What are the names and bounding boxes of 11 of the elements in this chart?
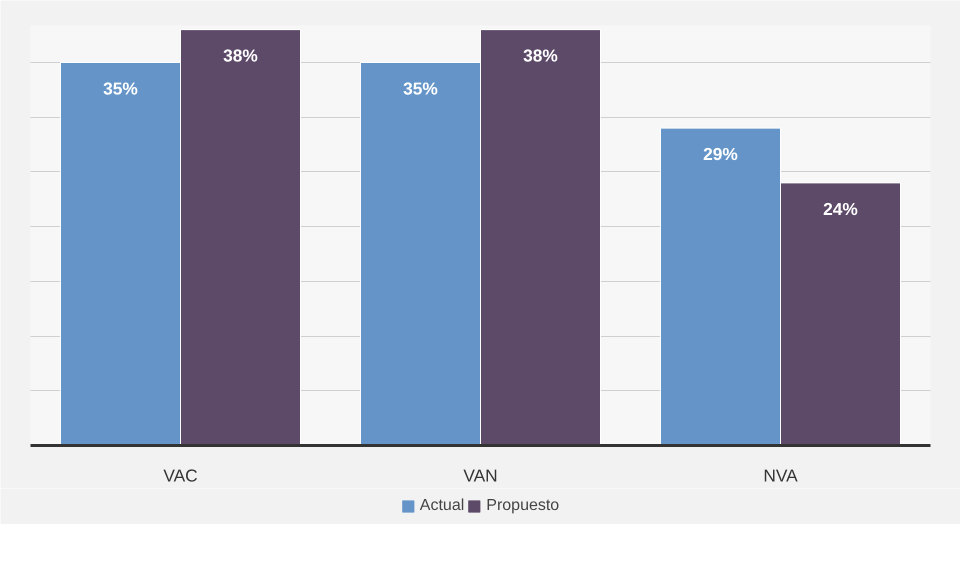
data-label: 35% (403, 78, 438, 98)
data-label: 24% (823, 198, 858, 219)
legend-label: Actual (420, 497, 464, 515)
x-tick-label: VAN (463, 466, 498, 486)
data-label: 38% (223, 46, 258, 66)
x-tick-label: NVA (763, 466, 798, 486)
data-label: 29% (703, 144, 738, 164)
data-label: 38% (523, 46, 558, 66)
x-tick-label: VAC (163, 466, 198, 486)
data-label: 35% (103, 78, 138, 98)
text: Propuesto (486, 497, 560, 515)
